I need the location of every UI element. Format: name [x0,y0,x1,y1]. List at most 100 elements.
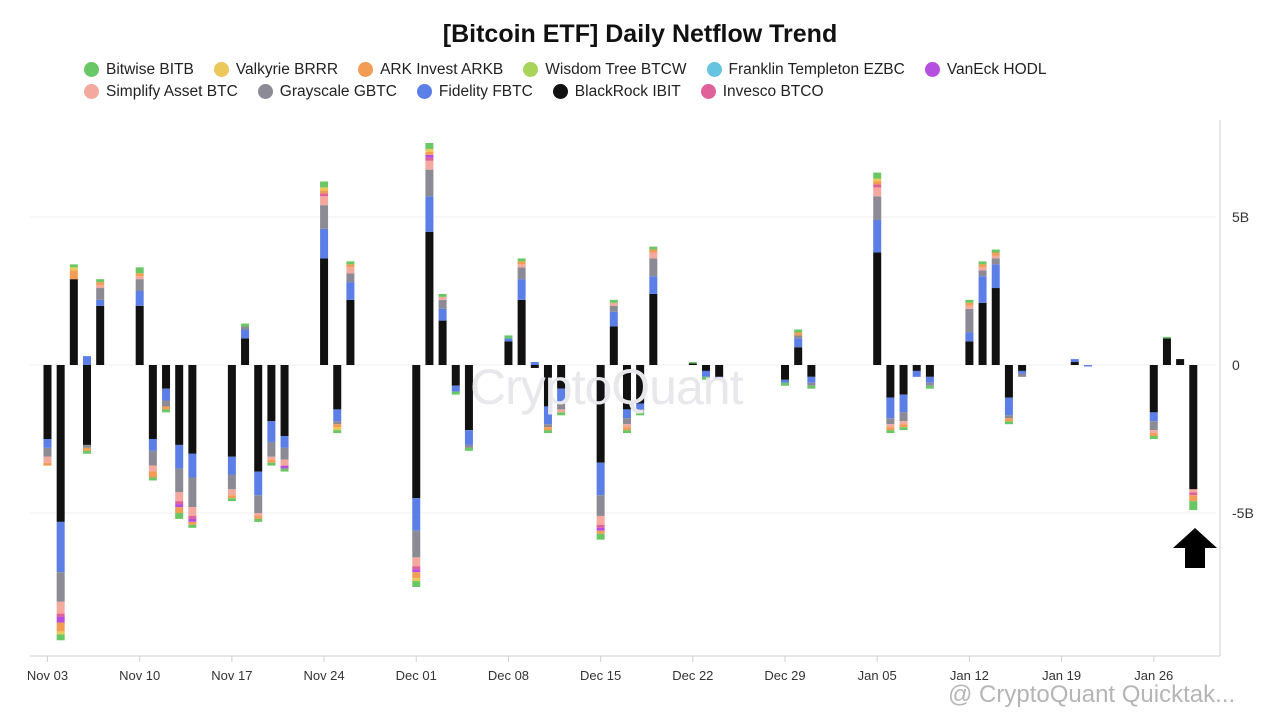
bar-segment [241,338,250,365]
bar-segment [56,521,65,573]
bar-segment [1018,370,1027,374]
bar-segment [425,196,434,232]
bar-segment [346,267,355,274]
bar-segment [517,267,526,280]
legend-item[interactable]: ARK Invest ARKB [358,60,503,79]
bar-segment [702,376,710,380]
bar-segment [412,572,421,579]
x-tick-label: Dec 08 [488,668,529,683]
bar-segment [978,264,987,268]
bar-segment [254,471,263,496]
bar-segment [517,299,526,365]
bar-segment [346,282,355,300]
bar-segment [83,444,92,448]
bar-segment [56,572,65,602]
bar-segment [135,305,144,365]
bar-segment [925,382,934,386]
legend-item[interactable]: BlackRock IBIT [552,82,681,101]
bar-segment [1176,359,1185,365]
bar-segment [978,261,987,265]
bar-segment [807,385,816,389]
bar-segment [162,365,171,389]
bar-segment [1070,359,1079,363]
bar-segment [425,143,434,149]
bar-segment [69,279,78,365]
bar-segment [346,264,355,268]
bar-segment [280,447,289,460]
legend-item[interactable]: Franklin Templeton EZBC [706,60,905,79]
bar-segment [96,282,105,286]
bar-segment [1004,397,1013,416]
bar-segment [135,273,144,277]
bar-segment [188,477,197,508]
bar-segment [43,365,52,439]
bar-segment [320,258,329,365]
bar-segment [504,341,513,365]
x-tick-label: Jan 19 [1042,668,1081,683]
bar-segment [991,255,1000,259]
bar-segment [412,569,421,573]
legend-item[interactable]: Valkyrie BRRR [213,60,339,79]
bar-segment [43,447,52,457]
bar-segment [622,418,631,425]
bar-segment [517,264,526,268]
bar-segment [978,302,987,365]
legend-item[interactable]: VanEck HODL [924,60,1046,79]
bar-segment [688,363,697,365]
bar-segment [412,365,421,499]
legend-swatch [257,84,273,99]
bar-segment [148,465,157,472]
x-tick-label: Dec 15 [580,668,621,683]
bar-segment [886,365,895,398]
bar-segment [227,456,236,475]
bar-segment [267,459,276,463]
bar-segment [320,205,329,229]
bar-segment [794,347,803,365]
bar-segment [280,468,289,472]
bar-segment [56,613,65,617]
up-arrow-icon [1173,528,1217,568]
bar-segment [333,421,342,425]
bar-segment [333,365,342,410]
bar-segment [557,409,566,413]
bar-segment [543,424,552,428]
bar-segment [1018,373,1027,377]
bar-segment [227,365,236,457]
bar-segment [596,495,605,516]
legend-swatch [706,62,722,77]
bar-segment [56,365,65,522]
bar-segment [175,492,184,502]
bar-segment [622,424,631,428]
x-tick-label: Nov 17 [211,668,252,683]
bar-segment [162,409,171,413]
legend-item[interactable]: Invesco BTCO [700,82,824,101]
bar-segment [1149,412,1158,422]
x-tick-label: Jan 26 [1134,668,1173,683]
bar-segment [649,249,658,253]
bar-segment [1149,433,1158,437]
legend-swatch [523,62,539,77]
bar-segment [412,498,421,531]
bar-segment [1004,418,1013,422]
bar-segment [135,291,144,306]
bar-segment [227,489,236,496]
bar-segment [425,151,434,155]
bar-segment [346,273,355,283]
bar-segment [886,427,895,431]
legend-label: Valkyrie BRRR [235,60,339,78]
x-tick-label: Jan 05 [858,668,897,683]
bar-segment [56,601,65,614]
bar-segment [227,498,236,502]
bar-segment [504,338,513,342]
legend-item[interactable]: Wisdom Tree BTCW [523,60,687,79]
legend-item[interactable]: Bitwise BITB [84,60,194,79]
legend-item[interactable]: Fidelity FBTC [416,82,533,101]
bar-segment [175,507,184,513]
bar-segment [873,252,882,365]
legend-item[interactable]: Grayscale GBTC [257,82,397,101]
bar-segment [886,430,895,434]
bar-segment [43,462,52,466]
bar-segment [965,308,974,333]
bar-segment [649,276,658,294]
legend-item[interactable]: Simplify Asset BTC [84,82,238,101]
